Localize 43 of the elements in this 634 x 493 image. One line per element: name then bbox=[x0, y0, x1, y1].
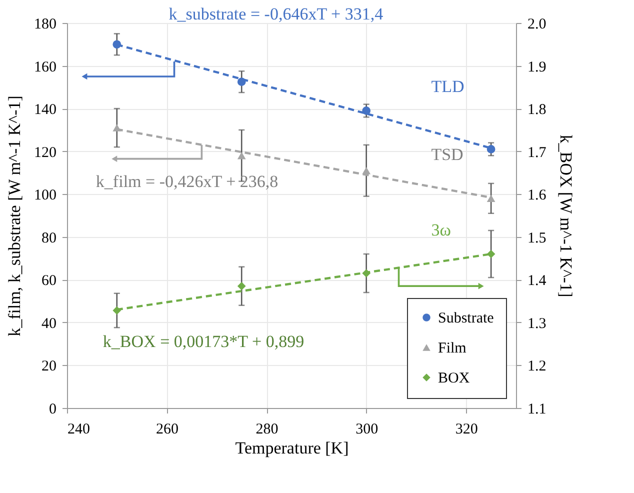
y-tick-label: 20 bbox=[42, 358, 56, 375]
y-tick-label: 80 bbox=[42, 230, 56, 246]
y-axis-title: k_film, k_substrate [W m^-1 K^-1] bbox=[5, 96, 24, 336]
point bbox=[237, 282, 246, 290]
point bbox=[486, 194, 496, 202]
x-tick-label: 240 bbox=[68, 422, 90, 438]
y-tick-label: 140 bbox=[34, 102, 56, 118]
y2-tick-label: 1.4 bbox=[528, 273, 547, 290]
x-tick-label: 320 bbox=[455, 422, 478, 438]
annotation: k_film = -0,426xT + 236,8 bbox=[96, 172, 278, 191]
x-tick-label: 300 bbox=[356, 422, 378, 438]
x-axis-title: Temperature [K] bbox=[235, 438, 349, 458]
y2-tick-label: 1.6 bbox=[528, 188, 547, 204]
point bbox=[362, 106, 371, 115]
annotation: 3ω bbox=[431, 220, 451, 240]
y-tick-label: 180 bbox=[34, 16, 56, 32]
text: k_substrate = -0,646xT + 331,4 bbox=[168, 4, 384, 24]
y2-tick-label: 1.2 bbox=[528, 358, 546, 375]
legend-label: Substrate bbox=[438, 310, 494, 326]
annotation: k_BOX = 0,00173*T + 0,899 bbox=[102, 332, 304, 351]
y2-tick-label: 2.0 bbox=[528, 16, 546, 32]
legend-label: BOX bbox=[438, 370, 470, 386]
y2-tick-label: 1.9 bbox=[528, 59, 546, 76]
y-tick-label: 160 bbox=[34, 59, 56, 76]
y2-tick-label: 1.1 bbox=[528, 402, 546, 418]
y2-tick-label: 1.3 bbox=[528, 316, 546, 332]
y-tick-label: 0 bbox=[49, 402, 56, 418]
annotation: TSD bbox=[431, 144, 464, 164]
y-tick-label: 120 bbox=[34, 144, 56, 161]
point bbox=[237, 152, 246, 160]
y2-tick-label: 1.7 bbox=[528, 144, 547, 161]
annotation: TLD bbox=[431, 77, 464, 96]
x-tick-label: 260 bbox=[156, 422, 179, 438]
y-tick-label: 40 bbox=[42, 316, 56, 332]
y-tick-label: 100 bbox=[34, 188, 56, 204]
x-tick-label: 280 bbox=[256, 422, 278, 438]
y2-axis-title: k_BOX [W m^-1 K^-1] bbox=[556, 134, 576, 298]
point bbox=[486, 145, 496, 154]
y-tick-label: 60 bbox=[42, 273, 56, 290]
y2-tick-label: 1.5 bbox=[528, 230, 546, 246]
point bbox=[486, 250, 496, 258]
y2-tick-label: 1.8 bbox=[528, 102, 546, 118]
legend-label: Film bbox=[438, 340, 467, 356]
